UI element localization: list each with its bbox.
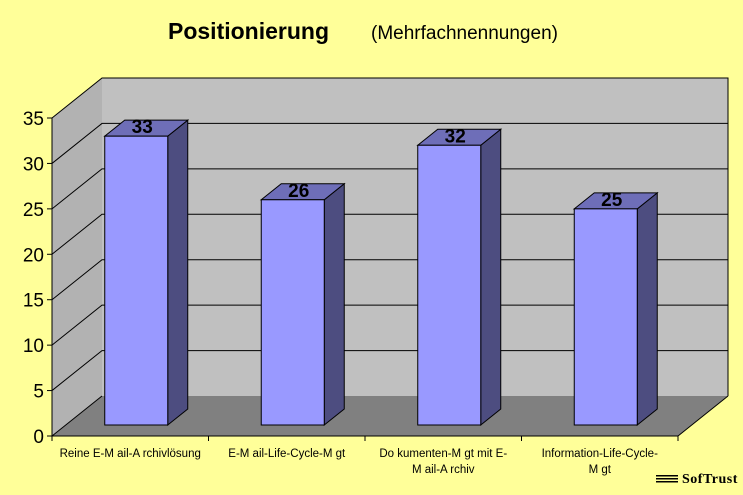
axes (47, 117, 729, 441)
y-tick-label: 0 (33, 427, 44, 448)
bar-side (636, 191, 658, 427)
logo-text: SofTrust (682, 472, 738, 487)
bar (259, 182, 346, 427)
bar (416, 128, 503, 427)
y-tick-label: 10 (23, 336, 44, 357)
gridline (51, 213, 728, 255)
category-labels: Reine E-M ail-A rchivlösung E-M ail-Life-… (60, 448, 658, 476)
logo-lines-icon (656, 475, 678, 483)
gridlines (51, 77, 729, 396)
y-tick-label: 15 (23, 291, 44, 312)
data-label: 25 (601, 190, 623, 211)
floor (52, 396, 728, 436)
floor-edge-line (677, 395, 729, 437)
category-label: E-M ail-Life-Cycle-M gt (228, 448, 346, 460)
gridline (51, 304, 728, 346)
chart-subtitle: (Mehrfachnennungen) (371, 23, 558, 44)
data-label: 32 (445, 126, 466, 147)
y-tick-label: 35 (23, 109, 44, 130)
bar-front (260, 199, 325, 426)
category-label: M gt (589, 464, 612, 476)
floor-corner-line (51, 395, 103, 437)
data-label: 33 (132, 117, 153, 138)
gridline (51, 350, 728, 391)
bar-front (104, 135, 169, 426)
softrust-logo: SofTrust (656, 472, 738, 487)
side-wall (52, 78, 102, 436)
category-label: M ail-A rchiv (412, 464, 475, 476)
plot-walls (52, 78, 728, 436)
bar-side (167, 119, 189, 427)
data-labels: 33 26 32 25 (132, 117, 623, 211)
category-label: Reine E-M ail-A rchivlösung (60, 448, 201, 460)
y-tick-labels: 0 5 10 15 20 25 30 35 (23, 109, 44, 448)
data-label: 26 (288, 181, 309, 202)
y-tick-label: 5 (33, 382, 44, 403)
y-tick-label: 30 (23, 154, 44, 175)
bar-side (480, 128, 502, 427)
back-wall (102, 78, 728, 396)
bar (572, 191, 659, 427)
bar-front (573, 208, 638, 426)
bar-side (323, 182, 345, 427)
y-tick-label: 25 (23, 200, 44, 221)
gridline (51, 168, 728, 210)
category-label: Do kumenten-M gt mit E- (379, 448, 507, 460)
bar (103, 119, 190, 427)
bar-front (417, 144, 482, 426)
chart-title: Positionierung (168, 18, 329, 44)
bars (103, 119, 659, 427)
back-wall-border (102, 77, 729, 396)
category-label: Information-Life-Cycle- (542, 448, 658, 460)
gridline (51, 259, 728, 301)
y-tick-label: 20 (23, 245, 44, 266)
gridline (51, 122, 728, 164)
